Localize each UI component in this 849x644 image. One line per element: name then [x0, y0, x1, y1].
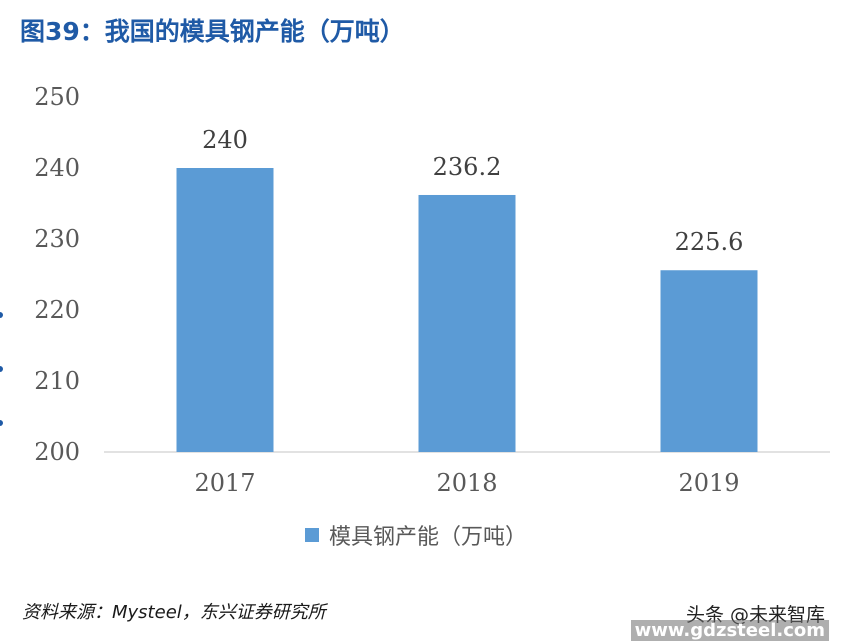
edge-dot [0, 420, 3, 426]
data-label: 225.6 [675, 228, 744, 256]
watermark-url: www.gdzsteel.com [630, 620, 829, 641]
x-tick-label: 2018 [436, 469, 497, 497]
edge-dot [0, 366, 3, 372]
y-tick-label: 220 [34, 296, 80, 324]
y-tick-label: 230 [34, 225, 80, 253]
y-tick-label: 250 [34, 83, 80, 111]
edge-dot [0, 312, 3, 318]
y-tick-label: 240 [34, 154, 80, 182]
data-label: 236.2 [433, 153, 502, 181]
legend-label: 模具钢产能（万吨） [329, 525, 528, 550]
x-tick-label: 2019 [678, 469, 739, 497]
source-note: 资料来源：Mysteel，东兴证券研究所 [22, 602, 326, 623]
y-tick-label: 200 [34, 438, 80, 466]
bar [176, 168, 274, 452]
bar [660, 270, 758, 452]
data-label: 240 [202, 126, 248, 154]
x-tick-label: 2017 [194, 469, 255, 497]
legend-swatch [305, 528, 319, 542]
legend: 模具钢产能（万吨） [305, 519, 527, 551]
y-tick-label: 210 [34, 367, 80, 395]
bar [418, 194, 516, 453]
figure-title: 图39：我国的模具钢产能（万吨） [20, 17, 405, 46]
